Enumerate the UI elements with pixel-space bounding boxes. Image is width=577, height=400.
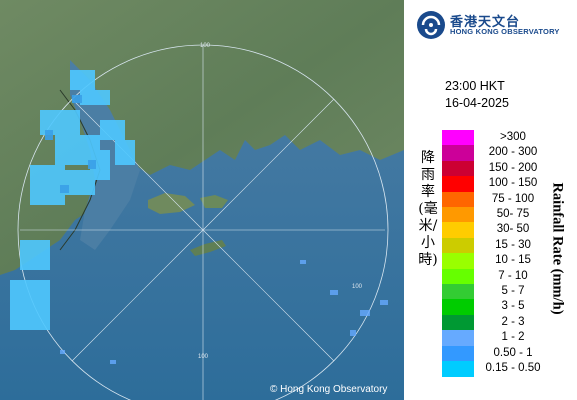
legend-title-zh: 降雨率(毫米/小時) (418, 150, 438, 268)
legend-title-en: Rainfall Rate (mm/h) (549, 182, 566, 315)
legend-swatch (442, 237, 474, 254)
legend-swatch (442, 330, 474, 346)
observation-time: 23:00 HKT (445, 79, 505, 93)
legend-swatch (442, 176, 474, 192)
legend-swatch (442, 345, 474, 362)
legend-swatch (442, 222, 474, 238)
legend-range-label: 15 - 30 (495, 238, 531, 251)
legend-range-label: 200 - 300 (488, 146, 538, 159)
legend-swatch (442, 191, 474, 208)
legend-range-label: >300 (500, 131, 526, 143)
legend-range-label: 3 - 5 (501, 300, 525, 313)
radar-radials (20, 45, 385, 400)
org-name-zh: 香港天文台 (450, 15, 521, 30)
range-label-south: 100 (198, 354, 209, 360)
legend-panel: 香港天文台 HONG KONG OBSERVATORY 23:00 HKT 16… (404, 0, 577, 400)
scattered-echoes (60, 260, 388, 364)
legend-range-label: 30- 50 (496, 223, 530, 236)
legend-range-label: 5 - 7 (501, 285, 525, 298)
rain-echoes-moderate (45, 95, 96, 193)
legend-range-label: 50- 75 (496, 208, 530, 221)
legend-swatch (442, 160, 474, 177)
hko-logo-icon (417, 11, 445, 39)
legend-swatch (442, 268, 474, 285)
legend-range-label: 1 - 2 (501, 331, 525, 344)
legend-range-label: 7 - 10 (498, 269, 528, 282)
radar-map: 100 100 100 © Hong Kong Observatory (0, 0, 404, 400)
observation-date: 16-04-2025 (445, 96, 509, 110)
lantau-island (148, 193, 195, 214)
legend-swatch (442, 299, 474, 315)
legend-swatch (442, 314, 474, 331)
hk-island (200, 195, 228, 208)
hko-logo: 香港天文台 HONG KONG OBSERVATORY (416, 10, 574, 40)
legend-swatch (442, 361, 474, 377)
legend-swatch (442, 253, 474, 269)
range-label-east: 100 (352, 284, 363, 290)
legend-range-label: 0.15 - 0.50 (485, 362, 541, 375)
legend-range-label: 75 - 100 (491, 192, 535, 205)
legend-swatch (442, 207, 474, 223)
radar-map-canvas: 100 100 100 (0, 0, 404, 400)
legend-range-label: 2 - 3 (501, 315, 525, 328)
legend-range-label: 100 - 150 (488, 177, 538, 190)
legend-swatch (442, 130, 474, 146)
copyright-text: © Hong Kong Observatory (270, 384, 388, 395)
legend-range-label: 150 - 200 (488, 161, 538, 174)
org-name-en: HONG KONG OBSERVATORY (450, 27, 560, 36)
mainland-land (0, 0, 404, 275)
legend-swatch (442, 145, 474, 161)
legend-range-label: 10 - 15 (495, 254, 531, 267)
range-label-north: 100 (200, 43, 211, 49)
legend-range-label: 0.50 - 1 (493, 346, 533, 359)
legend-swatch (442, 284, 474, 300)
